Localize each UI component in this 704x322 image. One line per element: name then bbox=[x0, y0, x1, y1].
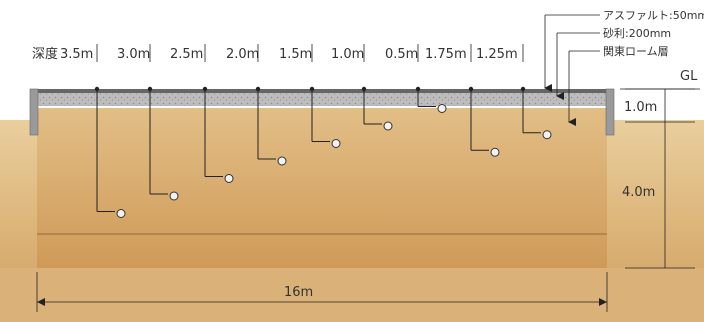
sensor-node bbox=[490, 147, 500, 157]
gl-label: GL bbox=[680, 69, 698, 84]
left-wall bbox=[29, 88, 39, 136]
sensor-depth-label: 1.0m bbox=[331, 47, 364, 62]
sensor-depth-label: 1.25m bbox=[476, 47, 518, 62]
sensor-surface-dot bbox=[255, 86, 261, 92]
sensor-node bbox=[116, 209, 126, 218]
sensor-node bbox=[169, 191, 179, 201]
sensor-node bbox=[277, 156, 287, 166]
pit-soil bbox=[37, 108, 607, 268]
sensor-depth-label: 2.5m bbox=[170, 47, 203, 62]
sensor-group: 3.5m 3.0m 2.5m 2.0m 1.5m 1.0m 0.5m 1.75m 1.25m bbox=[60, 44, 552, 218]
sensor-surface-dot bbox=[415, 86, 421, 92]
sensor-node bbox=[331, 139, 341, 148]
sensor-depth-label: 0.5m bbox=[385, 47, 418, 62]
sensor-surface-dot bbox=[309, 86, 315, 92]
sensor-node bbox=[224, 174, 234, 183]
dim-top-label: 1.0m bbox=[624, 100, 657, 115]
lower-soil bbox=[0, 268, 704, 322]
asphalt-label: アスファルト:50mm bbox=[603, 9, 704, 22]
right-wall bbox=[605, 88, 615, 136]
loam-label: 関東ローム層 bbox=[603, 45, 669, 58]
sensor-depth-label: 3.5m bbox=[60, 47, 93, 62]
sensor-surface-dot bbox=[361, 86, 367, 92]
width-label: 16m bbox=[284, 285, 313, 300]
sensor-surface-dot bbox=[94, 86, 100, 92]
width-arrow-left bbox=[37, 298, 45, 306]
dim-bottom-label: 4.0m bbox=[622, 185, 655, 200]
sensor-surface-dot bbox=[520, 86, 526, 92]
asphalt-layer bbox=[37, 89, 607, 93]
sensor-surface-dot bbox=[147, 86, 153, 92]
sensor-node bbox=[542, 130, 552, 140]
gravel-layer bbox=[37, 92, 607, 106]
depth-prefix-label: 深度 bbox=[32, 46, 58, 62]
gravel-label: 砂利:200mm bbox=[603, 27, 671, 40]
sensor-surface-dot bbox=[202, 86, 208, 92]
sensor-node bbox=[437, 104, 447, 113]
width-arrow-right bbox=[599, 298, 607, 306]
layer-callouts: アスファルト:50mm 砂利:200mm 関東ローム層 bbox=[544, 9, 704, 126]
sensor-depth-label: 1.5m bbox=[279, 47, 312, 62]
sensor-node bbox=[383, 121, 393, 131]
sensor-depth-label: 2.0m bbox=[226, 47, 259, 62]
sensor-depth-label: 3.0m bbox=[117, 47, 150, 62]
sensor-depth-label: 1.75m bbox=[425, 47, 467, 62]
sensor-surface-dot bbox=[468, 86, 474, 92]
